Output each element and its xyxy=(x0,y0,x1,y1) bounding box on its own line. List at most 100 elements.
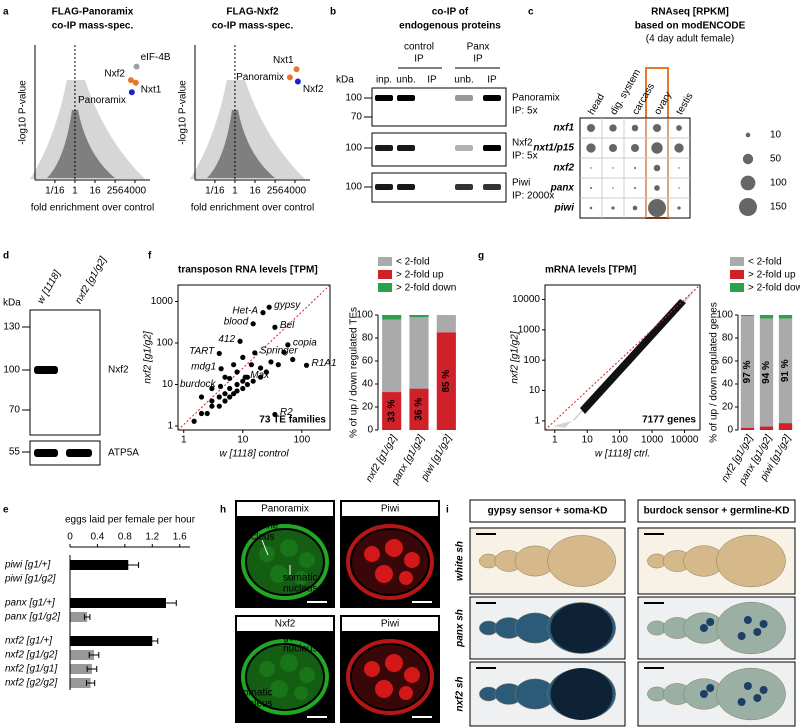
dot xyxy=(676,125,682,131)
dot xyxy=(677,206,681,210)
dot xyxy=(631,124,639,132)
lane-label: IP xyxy=(487,75,497,86)
dot xyxy=(652,123,662,133)
x-tick-label: 1000 xyxy=(641,435,664,446)
x-tick-label: 100 xyxy=(611,435,628,446)
legend-label: > 2-fold up xyxy=(396,270,444,281)
y-axis-label: -log10 P-value xyxy=(18,80,29,145)
y-tick-label: 100 xyxy=(716,310,733,321)
nucleus-stain xyxy=(699,624,708,632)
title-box xyxy=(342,502,438,516)
blot-label: ATP5A xyxy=(108,448,139,459)
band xyxy=(483,95,501,101)
blot xyxy=(371,87,507,127)
kda-marker: 70 xyxy=(351,112,363,123)
point-label: 412 xyxy=(218,334,235,345)
bar xyxy=(70,636,153,646)
bar xyxy=(70,612,88,622)
point-cloud xyxy=(580,299,686,414)
row-label: white sh xyxy=(455,541,466,581)
dot xyxy=(630,143,640,153)
point xyxy=(217,383,224,389)
band xyxy=(34,449,58,457)
dot xyxy=(674,143,684,153)
point xyxy=(244,381,251,388)
point xyxy=(293,66,300,73)
annotation: nucleus xyxy=(283,644,317,655)
bar-segment xyxy=(436,315,456,333)
point-label: Springer xyxy=(260,345,298,356)
bar-segment xyxy=(409,315,429,318)
y-axis-label: -log10 P-value xyxy=(178,80,189,145)
point xyxy=(198,394,205,400)
bar-segment xyxy=(382,392,402,430)
point xyxy=(198,410,205,417)
y-tick-label: 100 xyxy=(156,338,173,349)
bar-segment xyxy=(740,427,755,430)
bar-segment xyxy=(778,423,793,430)
legend-swatch xyxy=(378,283,392,292)
bar xyxy=(70,650,94,660)
y-tick-label: 20 xyxy=(722,402,734,413)
nucleus-stain xyxy=(753,694,762,702)
point-label: Nxf2 xyxy=(104,69,125,80)
panel-letter: e xyxy=(3,505,9,516)
lane-label: w [1118] xyxy=(35,269,63,306)
column-label: testis xyxy=(674,91,695,117)
annotation: germline xyxy=(240,521,279,532)
annotation: nucleus xyxy=(238,699,272,710)
point xyxy=(303,362,310,368)
kda-marker: 130 xyxy=(3,322,20,333)
kda-marker: 55 xyxy=(9,447,21,458)
nucleus-stain xyxy=(759,620,768,628)
category-label: piwi [g1/+] xyxy=(4,560,51,571)
legend-label: > 2-fold down xyxy=(748,283,800,294)
kda-marker: 70 xyxy=(9,405,21,416)
row-label: panx xyxy=(550,183,575,194)
category-label: nxf2 [g2/g2] xyxy=(5,678,57,689)
column-label: ovary xyxy=(652,90,674,117)
y-tick-label: 80 xyxy=(722,333,734,344)
point xyxy=(209,403,215,409)
band xyxy=(455,95,473,101)
category-label: nxf2 [g1/g2] xyxy=(5,650,57,661)
row-label: panx sh xyxy=(455,609,466,648)
x-tick-label: 256 xyxy=(267,186,284,197)
x-axis-label: eggs laid per female per hour xyxy=(65,515,196,526)
image-title: Piwi xyxy=(381,619,399,630)
point-label: burdock xyxy=(180,379,217,390)
nucleus xyxy=(270,565,288,583)
egg-chamber-stain xyxy=(550,603,613,653)
legend-swatch xyxy=(378,257,392,266)
point xyxy=(240,354,246,360)
image-title: Panoramix xyxy=(261,504,309,515)
value-label: 33 % xyxy=(386,400,397,423)
point-label: eIF-4B xyxy=(141,52,171,63)
point-label: Panoramix xyxy=(78,95,126,106)
point xyxy=(227,385,233,392)
x-axis-label: fold enrichment over control xyxy=(31,203,154,214)
bar-segment xyxy=(778,315,793,319)
nucleus xyxy=(259,661,275,677)
point xyxy=(222,391,228,397)
annotation: 73 TE families xyxy=(259,415,326,426)
micrograph xyxy=(235,500,335,608)
plot-frame xyxy=(544,284,701,431)
identity-line xyxy=(177,284,331,431)
nucleus xyxy=(385,654,403,672)
kda-marker: 100 xyxy=(345,182,362,193)
point-label: Nxt1 xyxy=(273,55,294,66)
y-tick-label: 60 xyxy=(362,356,374,367)
point xyxy=(260,310,266,316)
category-label: nxf2 [g1/g1] xyxy=(5,664,57,675)
x-tick-label: 1.2 xyxy=(145,532,159,543)
annotation: nucleus xyxy=(240,532,274,543)
blot-label: IP: 5x xyxy=(512,151,538,162)
legend-dot xyxy=(739,198,757,216)
x-tick-label: 10 xyxy=(237,435,249,446)
nucleus xyxy=(399,686,413,700)
point xyxy=(266,304,272,310)
nucleus-stain xyxy=(737,632,746,640)
chart-title: transposon RNA levels [TPM] xyxy=(178,265,318,276)
y-tick-label: 60 xyxy=(722,356,734,367)
